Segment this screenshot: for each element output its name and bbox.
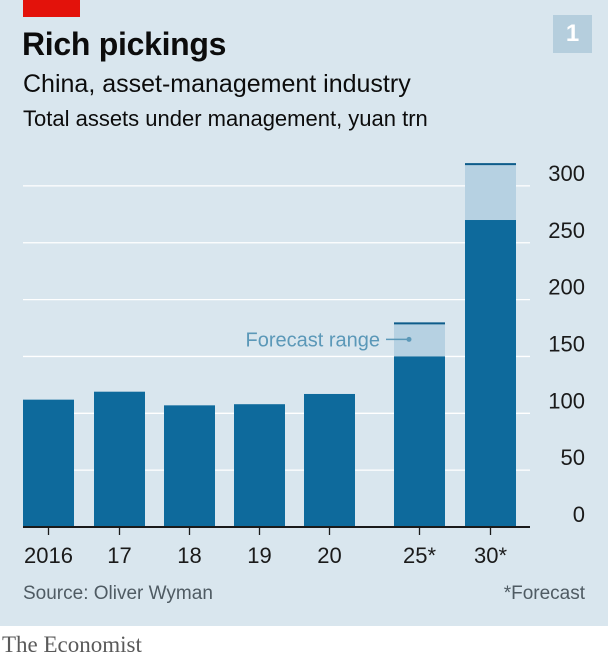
bar-2: [164, 405, 215, 527]
chart-subtitle: China, asset-management industry: [23, 70, 411, 98]
y-tick-label-0: 0: [573, 502, 585, 527]
bar-3: [234, 404, 285, 527]
forecast-range-leader-dot: [406, 336, 412, 342]
chart-card: 1 Rich pickings China, asset-management …: [0, 0, 608, 626]
y-tick-label-100: 100: [548, 388, 585, 413]
source-note: Source: Oliver Wyman: [23, 583, 213, 604]
chart-number-badge: 1: [553, 15, 592, 53]
y-tick-label-200: 200: [548, 275, 585, 300]
y-tick-label-150: 150: [548, 331, 585, 356]
bar-0: [23, 399, 74, 527]
x-tick-label-3: 19: [247, 543, 271, 568]
x-tick-label-6: 30*: [474, 543, 507, 568]
bar-5: [394, 356, 445, 527]
forecast-footnote: *Forecast: [503, 583, 585, 604]
chart-title: Rich pickings: [22, 26, 227, 62]
x-tick-label-5: 25*: [403, 543, 436, 568]
x-tick-label-1: 17: [107, 543, 131, 568]
x-tick-label-4: 20: [317, 543, 341, 568]
x-tick-label-2: 18: [177, 543, 201, 568]
forecast-range-annotation: Forecast range: [245, 329, 380, 351]
bar-1: [94, 391, 145, 527]
bar-4: [304, 393, 355, 527]
y-tick-label-300: 300: [548, 161, 585, 186]
chart-unit-label: Total assets under management, yuan trn: [23, 106, 428, 131]
brand-red-tab: [23, 0, 80, 17]
y-tick-label-50: 50: [561, 445, 585, 470]
bar-chart: 0 50 100 150 200 250 300 2016 17 18 19 20 25* 30* Fore…: [23, 161, 585, 568]
y-tick-label-250: 250: [548, 218, 585, 243]
publisher-wordmark: The Economist: [2, 632, 142, 657]
forecast-range-6: [465, 163, 516, 221]
x-tick-label-0: 2016: [24, 543, 73, 568]
bar-6: [465, 220, 516, 527]
